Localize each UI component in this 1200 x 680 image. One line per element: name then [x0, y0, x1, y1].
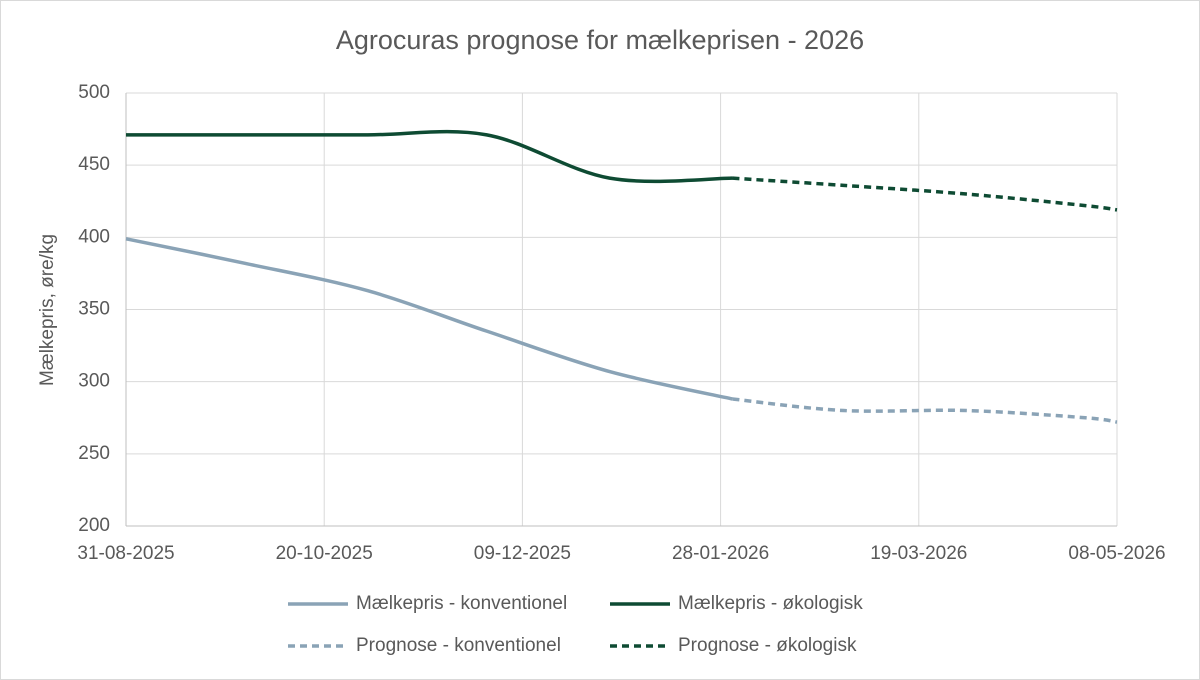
series-line	[125, 237, 733, 401]
chart-title: Agrocuras prognose for mælkeprisen - 202…	[336, 25, 864, 55]
y-tick-label: 450	[78, 154, 110, 175]
y-tick-label: 200	[78, 515, 110, 536]
legend-label: Prognose - konventionel	[356, 635, 561, 656]
y-tick-label: 250	[78, 443, 110, 464]
legend-label: Mælkepris - konventionel	[356, 593, 567, 614]
x-tick-label: 20-10-2025	[276, 543, 373, 564]
legend-label: Mælkepris - økologisk	[678, 593, 863, 614]
x-tick-label: 09-12-2025	[474, 543, 571, 564]
series-line	[125, 129, 733, 184]
y-tick-label: 500	[78, 82, 110, 103]
y-tick-label: 300	[78, 371, 110, 392]
legend-label: Prognose - økologisk	[678, 635, 857, 656]
x-tick-label: 19-03-2026	[870, 543, 967, 564]
y-tick-label: 350	[78, 299, 110, 320]
x-tick-label: 28-01-2026	[672, 543, 769, 564]
x-tick-label: 08-05-2026	[1068, 543, 1165, 564]
x-tick-label: 31-08-2025	[77, 543, 174, 564]
y-tick-label: 400	[78, 226, 110, 247]
y-axis-label: Mælkepris, øre/kg	[37, 234, 58, 386]
